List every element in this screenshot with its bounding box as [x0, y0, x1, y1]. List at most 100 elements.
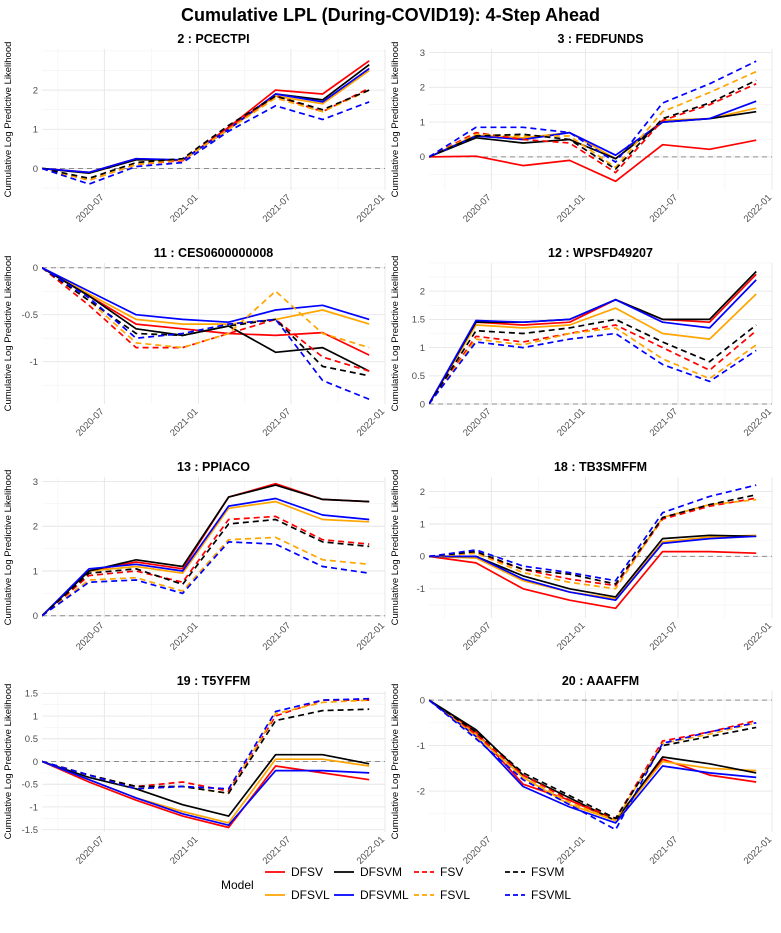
series-line-fsvml [429, 332, 757, 404]
x-tick-label: 2021-01 [555, 406, 587, 438]
series-line-fsvm [42, 267, 370, 377]
panel-2-pcectpi: 0 1 2 2020-07 2021-01 2021-07 2022-01 2 : PCECT… [3, 32, 387, 225]
y-tick-label: 2 [33, 85, 38, 96]
y-tick-label: 1 [420, 343, 425, 354]
panel-title: 20 : AAAFFM [562, 674, 639, 688]
panel-3-fedfunds: 0 1 2 3 2020-07 2021-01 2021-07 2022-01 3 : FEDF… [390, 32, 774, 225]
x-tick-label: 2020-07 [461, 620, 493, 652]
x-tick-label: 2020-07 [74, 192, 106, 224]
y-tick-label: 3 [33, 477, 38, 488]
x-tick-label: 2021-01 [168, 834, 200, 866]
y-tick-label: -1 [417, 584, 425, 595]
y-tick-label: 1.5 [412, 315, 425, 326]
legend-item-fsvml: FSVML [505, 888, 571, 902]
x-tick-label: 2022-01 [355, 620, 387, 652]
series-line-fsvl [42, 89, 370, 182]
series-line-dfsvml [429, 279, 757, 404]
series-group [42, 266, 370, 401]
series-line-fsvm [429, 318, 757, 404]
y-tick-label: 0 [420, 695, 425, 706]
series-line-fsvm [42, 89, 370, 180]
y-tick-label: 0 [33, 263, 38, 274]
x-tick-label: 2021-07 [648, 620, 680, 652]
series-group [42, 697, 370, 829]
y-axis-label: Cumulative Log Predictive Likelihood [3, 470, 14, 626]
x-tick-label: 2021-01 [555, 192, 587, 224]
series-line-fsv [429, 324, 757, 404]
y-tick-label: 0.5 [25, 734, 38, 745]
legend-label: FSVM [531, 865, 564, 879]
x-tick-label: 2020-07 [461, 834, 493, 866]
x-tick-label: 2022-01 [355, 406, 387, 438]
series-line-dfsvm [42, 753, 370, 817]
y-tick-label: 1 [420, 519, 425, 530]
x-tick-label: 2021-01 [168, 192, 200, 224]
series-line-fsvl [429, 327, 757, 404]
legend-label: FSVML [531, 888, 571, 902]
x-tick-label: 2020-07 [461, 406, 493, 438]
x-tick-label: 2021-07 [261, 406, 293, 438]
series-line-fsvml [429, 60, 757, 163]
x-tick-label: 2022-01 [355, 834, 387, 866]
x-tick-label: 2022-01 [742, 192, 774, 224]
panel-title: 2 : PCECTPI [177, 32, 249, 46]
y-axis-label: Cumulative Log Predictive Likelihood [390, 470, 401, 626]
panel-11-ces0600000008: 0 -0.5 -1 2020-07 2021-01 2021-07 2022-01 11 : … [3, 246, 387, 439]
series-line-fsvml [42, 697, 370, 790]
y-tick-label: 2 [33, 522, 38, 533]
y-axis-label: Cumulative Log Predictive Likelihood [390, 42, 401, 198]
series-line-fsvml [429, 484, 757, 582]
series-line-fsvl [429, 70, 757, 169]
y-tick-label: 2 [420, 487, 425, 498]
series-line-dfsvl [42, 69, 370, 175]
legend-item-dfsvml: DFSVML [334, 888, 409, 902]
panel-12-wpsfd49207: 0 0.5 1 1.5 2 2020-07 2021-01 2021-07 2022-01 12 … [390, 246, 774, 439]
panel-20-aaaffm: 0 -1 -2 2020-07 2021-01 2021-07 2022-01 20 : AA… [390, 674, 774, 867]
series-line-dfsvml [429, 699, 757, 824]
series-line-dfsv [42, 482, 370, 617]
legend-label: DFSVM [360, 865, 402, 879]
series-line-dfsvml [42, 760, 370, 827]
x-tick-label: 2020-07 [461, 192, 493, 224]
y-axis-label: Cumulative Log Predictive Likelihood [3, 684, 14, 840]
series-line-dfsv [429, 139, 757, 183]
y-tick-label: 0 [33, 611, 38, 622]
series-line-dfsv [42, 266, 370, 356]
x-tick-label: 2021-01 [555, 834, 587, 866]
series-group [42, 60, 370, 185]
x-tick-label: 2021-01 [555, 620, 587, 652]
y-tick-label: -0.5 [22, 310, 38, 321]
panel-18-tb3smffm: -1 0 1 2 2020-07 2021-01 2021-07 2022-01 18 : TB… [390, 460, 774, 653]
panels: 0 1 2 2020-07 2021-01 2021-07 2022-01 2 : PCECT… [3, 32, 774, 867]
series-group [429, 484, 757, 610]
legend-label: FSV [440, 865, 463, 879]
x-tick-label: 2020-07 [74, 620, 106, 652]
series-line-dfsvml [429, 535, 757, 602]
series-line-dfsvl [42, 758, 370, 824]
series-group [42, 482, 370, 617]
panel-title: 3 : FEDFUNDS [557, 32, 643, 46]
panel-title: 18 : TB3SMFFM [554, 460, 647, 474]
legend-item-fsvl: FSVL [414, 888, 470, 902]
y-tick-label: 2 [420, 83, 425, 94]
legend-item-fsv: FSV [414, 865, 463, 879]
y-tick-label: -1 [30, 357, 38, 368]
series-line-dfsvml [42, 497, 370, 617]
y-tick-label: 1 [33, 125, 38, 136]
series-group [429, 270, 757, 404]
x-tick-label: 2022-01 [355, 192, 387, 224]
y-tick-label: -2 [417, 786, 425, 797]
y-tick-label: 0.5 [412, 371, 425, 382]
x-tick-label: 2022-01 [742, 620, 774, 652]
x-tick-label: 2021-01 [168, 620, 200, 652]
x-tick-label: 2021-07 [261, 620, 293, 652]
figure-title: Cumulative LPL (During-COVID19): 4-Step … [181, 5, 600, 25]
series-line-fsvm [429, 493, 757, 585]
series-line-dfsvm [429, 699, 757, 822]
series-line-dfsvml [42, 67, 370, 174]
y-tick-label: 1 [420, 117, 425, 128]
series-line-fsvl [42, 699, 370, 795]
y-tick-label: 0 [420, 399, 425, 410]
series-line-fsvml [429, 699, 757, 831]
